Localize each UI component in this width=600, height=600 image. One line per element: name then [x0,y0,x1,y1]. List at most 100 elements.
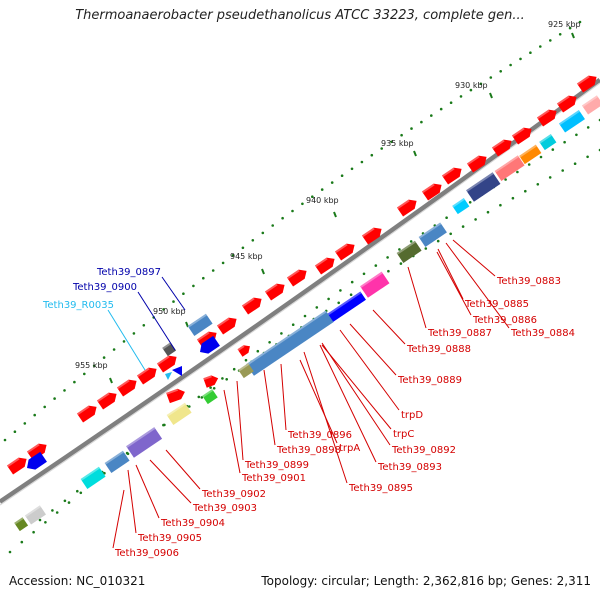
scale-dot [398,248,401,251]
scale-dot [499,70,503,73]
scale-dot [221,261,225,265]
tick-mark [571,32,575,39]
scale-dot [20,540,24,544]
leader-line [135,464,160,519]
reverse-gene [202,389,218,405]
scale-dot [436,239,440,243]
leader-line [339,329,400,411]
scale-dot [162,308,165,311]
scale-dot [362,272,366,276]
leader-line [137,291,176,351]
scale-dot [400,133,403,137]
leader-line [165,449,201,490]
scale-dot [125,451,129,455]
forward-gene [237,345,250,357]
forward-gene [396,199,417,217]
forward-gene [576,75,597,93]
scale-dot [23,422,27,425]
scale-dot [172,300,175,303]
gene-label: Teth39_0896 [287,430,352,441]
scale-dot [539,45,542,48]
scale-dot [188,405,191,408]
gene-label: Teth39_0906 [114,548,179,559]
scale-dot [67,501,71,504]
scale-dot [469,88,473,92]
forward-gene [441,167,462,185]
scale-dot [291,323,295,327]
tick-mark [413,150,417,157]
scale-dot [551,148,555,151]
scale-dot [350,167,354,171]
scale-dot [339,289,342,292]
gene-label: trpD [401,410,423,421]
reverse-gene [494,155,525,181]
scale-dot [524,189,527,193]
scale-dot [241,246,245,250]
gene-label: Teth39_0888 [406,344,471,355]
scale-dot [499,203,502,207]
gene-label: Teth39_0889 [397,375,462,386]
scale-dot [13,430,17,434]
leader-line [445,242,510,329]
genome-backbone-highlight [0,82,600,506]
scale-dot [360,160,364,164]
scale-dot [209,386,212,389]
leader-line [107,309,146,371]
forward-gene [136,367,157,385]
forward-gene [466,155,487,173]
scale-dot [468,201,472,204]
scale-dot [573,162,577,165]
leader-line [149,459,192,504]
leader-line [161,276,186,311]
scale-dot [320,188,324,191]
scale-dot [568,26,572,30]
reverse-gene [327,291,366,323]
scale-dot [211,269,215,272]
leader-line [372,309,406,345]
forward-gene [536,109,557,127]
gene-label: Teth39_0905 [137,533,202,544]
scale-dot [539,155,543,159]
forward-gene [491,139,512,157]
scale-dot [563,140,566,144]
scale-dot [51,509,54,512]
scale-dot [330,181,334,184]
scale-dot [291,209,294,213]
gene-label: Teth39_0892 [391,445,456,456]
scale-ticks: 925 kbp 930 kbp 935 kbp 940 kbp 945 kbp 950 k… [75,20,581,384]
scale-dot [63,499,67,503]
forward-gene [26,443,47,461]
gene-label: trpC [393,429,414,440]
gene-label: Teth39_0899 [244,460,309,471]
reverse-gene [238,363,254,379]
scale-dot [519,57,522,61]
gene-label: Teth39_R0035 [42,300,114,311]
scale-dot [586,155,589,159]
scale-dot [122,340,126,343]
accession-text: Accession: NC_010321 [9,574,146,588]
scale-dot [73,380,76,384]
tick-mark [185,321,189,328]
reverse-gene [200,335,220,354]
reverse-gene [172,366,182,376]
forward-gene [361,227,382,245]
scale-dot [409,240,413,243]
leader-line [437,248,464,300]
scale-dot [374,264,378,267]
scale-dot [92,364,96,368]
scale-dot [256,349,260,353]
scale-dot [445,216,448,219]
gene-label: Teth39_0897 [96,267,161,278]
tick-label: 950 kbp [153,307,186,316]
scale-dot [197,395,201,399]
leader-line [436,251,472,316]
gene-features [6,75,600,532]
reverse-gene [24,505,46,525]
leader-line [263,369,276,446]
gene-label: Teth39_0893 [377,462,442,473]
forward-gene [96,392,117,410]
leader-line [452,239,496,277]
scale-dot [350,280,354,284]
scale-dot [349,293,353,297]
reverse-gene [14,517,29,532]
